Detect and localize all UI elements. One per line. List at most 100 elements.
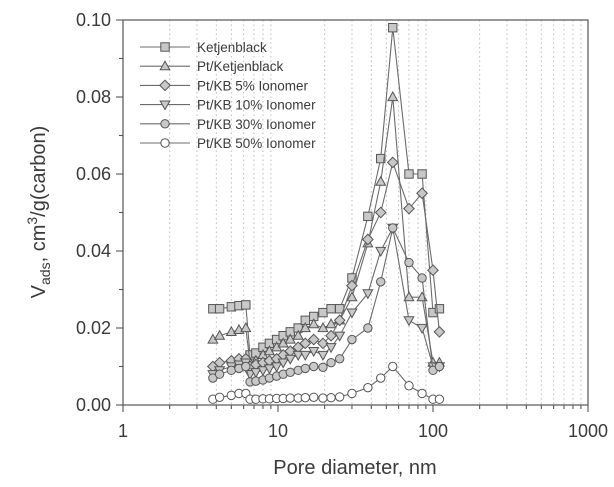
- data-point: [417, 388, 427, 399]
- data-point: [285, 393, 295, 403]
- data-point: [263, 364, 276, 375]
- data-point: [363, 323, 373, 333]
- data-point: [346, 308, 358, 319]
- legend-item: Pt/KB 50% Ionomer: [140, 136, 316, 151]
- data-point: [388, 361, 398, 372]
- data-point: [404, 381, 414, 391]
- data-point: [334, 392, 345, 402]
- legend-marker: [159, 79, 171, 92]
- data-point: [416, 291, 428, 302]
- data-point: [427, 264, 439, 277]
- legend-label: Pt/KB 5% Ionomer: [197, 78, 309, 93]
- data-point: [226, 365, 237, 376]
- data-point: [376, 277, 386, 287]
- legend: Ketjenblack Pt/Ketjenblack Pt/KB 5% Ionome…: [140, 40, 316, 151]
- data-point: [299, 321, 311, 333]
- data-point: [309, 361, 319, 372]
- data-point: [375, 175, 387, 186]
- data-point: [309, 392, 319, 402]
- data-point: [285, 367, 295, 377]
- data-point: [292, 350, 304, 361]
- data-point: [214, 304, 225, 314]
- series-group: [206, 23, 446, 404]
- data-point: [326, 304, 336, 314]
- data-point: [299, 337, 312, 350]
- x-tick-label: 1: [118, 421, 128, 441]
- data-point: [257, 366, 269, 377]
- legend-marker: [160, 42, 170, 52]
- data-point: [270, 362, 283, 373]
- x-axis-title: Pore diameter, nm: [273, 457, 436, 479]
- legend-label: Pt/KB 50% Ionomer: [197, 136, 316, 151]
- data-point: [284, 354, 296, 365]
- data-point: [325, 329, 337, 342]
- data-point: [417, 273, 427, 283]
- legend-item: Pt/KB 5% Ionomer: [140, 78, 309, 93]
- data-point: [346, 291, 358, 302]
- x-tick-label: 10: [268, 421, 288, 441]
- data-point: [374, 206, 387, 219]
- data-point: [434, 304, 445, 314]
- data-point: [387, 90, 399, 102]
- data-point: [403, 291, 415, 302]
- data-point: [300, 392, 310, 403]
- data-point: [416, 187, 428, 200]
- data-point: [333, 314, 346, 327]
- data-point: [250, 368, 262, 379]
- data-point: [326, 357, 336, 368]
- data-point: [334, 354, 345, 364]
- series-5: [208, 223, 445, 387]
- data-point: [404, 257, 414, 268]
- data-point: [346, 279, 358, 292]
- y-axis-title-mid: , cm: [28, 225, 50, 263]
- legend-item: Ketjenblack: [140, 40, 267, 55]
- data-point: [226, 390, 237, 401]
- x-tick-label: 1000: [568, 421, 608, 441]
- data-point: [376, 153, 386, 164]
- data-point: [317, 321, 329, 333]
- data-point: [363, 382, 373, 393]
- data-point: [240, 321, 252, 333]
- data-point: [361, 233, 374, 246]
- series-2: [207, 90, 446, 367]
- y-tick-label: 0.08: [76, 87, 111, 107]
- data-point: [404, 169, 414, 179]
- legend-label: Pt/KB 30% Ionomer: [197, 117, 316, 132]
- data-point: [347, 334, 357, 345]
- data-point: [308, 347, 320, 358]
- data-point: [325, 318, 337, 329]
- y-axis-title-tail: /g(carbon): [28, 126, 50, 217]
- legend-label: Ketjenblack: [197, 40, 267, 55]
- data-point: [433, 325, 446, 338]
- data-point: [213, 329, 226, 340]
- plot-frame: [122, 19, 589, 406]
- legend-label: Pt/KB 10% Ionomer: [197, 98, 316, 113]
- data-point: [363, 211, 373, 222]
- data-point: [434, 394, 445, 404]
- data-point: [347, 388, 357, 399]
- data-point: [362, 289, 374, 300]
- legend-item: Pt/KB 30% Ionomer: [140, 117, 316, 132]
- y-axis-title-subscript: ads: [37, 262, 53, 285]
- data-point: [388, 223, 398, 233]
- data-point: [300, 363, 310, 374]
- data-point: [299, 350, 311, 361]
- legend-label: Pt/Ketjenblack: [197, 59, 284, 74]
- data-point: [403, 316, 415, 327]
- data-point: [334, 331, 346, 342]
- legend-item: Pt/KB 10% Ionomer: [140, 98, 316, 113]
- data-point: [277, 358, 289, 369]
- data-point: [318, 362, 328, 372]
- data-point: [325, 343, 337, 354]
- data-point: [375, 246, 387, 258]
- data-point: [317, 350, 329, 361]
- data-point: [241, 300, 251, 310]
- legend-marker: [159, 60, 171, 71]
- y-tick-label: 0.02: [76, 318, 111, 338]
- data-point: [284, 333, 296, 344]
- data-point: [214, 392, 225, 402]
- y-tick-label: 0.00: [76, 395, 111, 415]
- data-point: [318, 393, 328, 403]
- y-tick-label: 0.10: [76, 10, 111, 30]
